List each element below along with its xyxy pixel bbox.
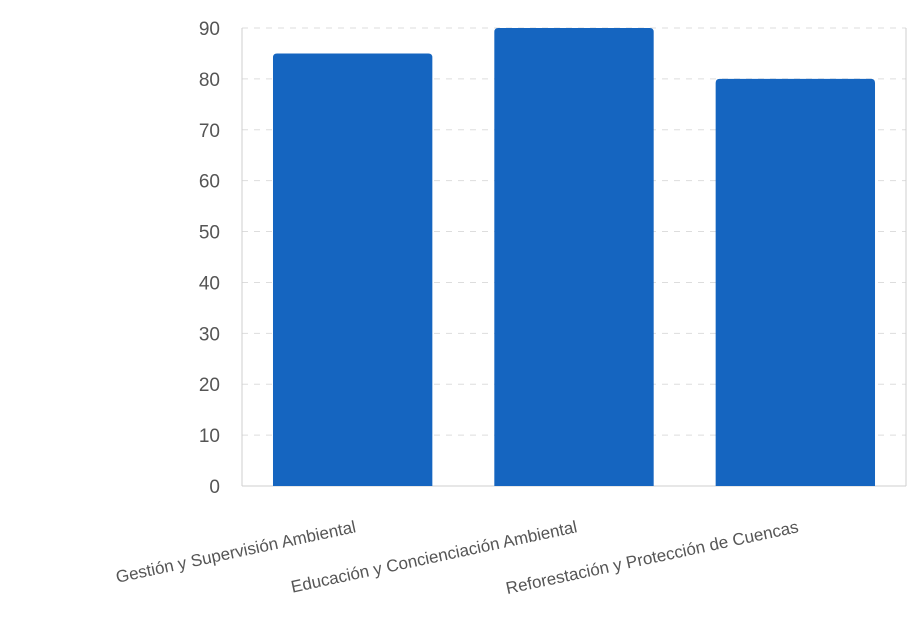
y-tick-label: 80	[199, 70, 220, 91]
bars	[272, 28, 876, 486]
bar-1	[272, 53, 433, 486]
y-tick-label: 70	[199, 121, 220, 142]
y-tick-label: 0	[209, 477, 220, 498]
bar-3	[715, 78, 876, 486]
y-tick-label: 60	[199, 172, 220, 193]
x-category-labels: Gestión y Supervisión AmbientalEducación…	[114, 517, 800, 598]
y-tick-label: 20	[199, 375, 220, 396]
y-tick-label: 40	[199, 273, 220, 294]
y-tick-label: 30	[199, 324, 220, 345]
y-tick-label: 10	[199, 426, 220, 447]
y-tick-label: 90	[199, 19, 220, 40]
y-tick-labels: 0 10 20 30 40 50 60 70 80 90	[199, 19, 220, 498]
y-tick-label: 50	[199, 223, 220, 244]
bar-2	[494, 28, 654, 486]
